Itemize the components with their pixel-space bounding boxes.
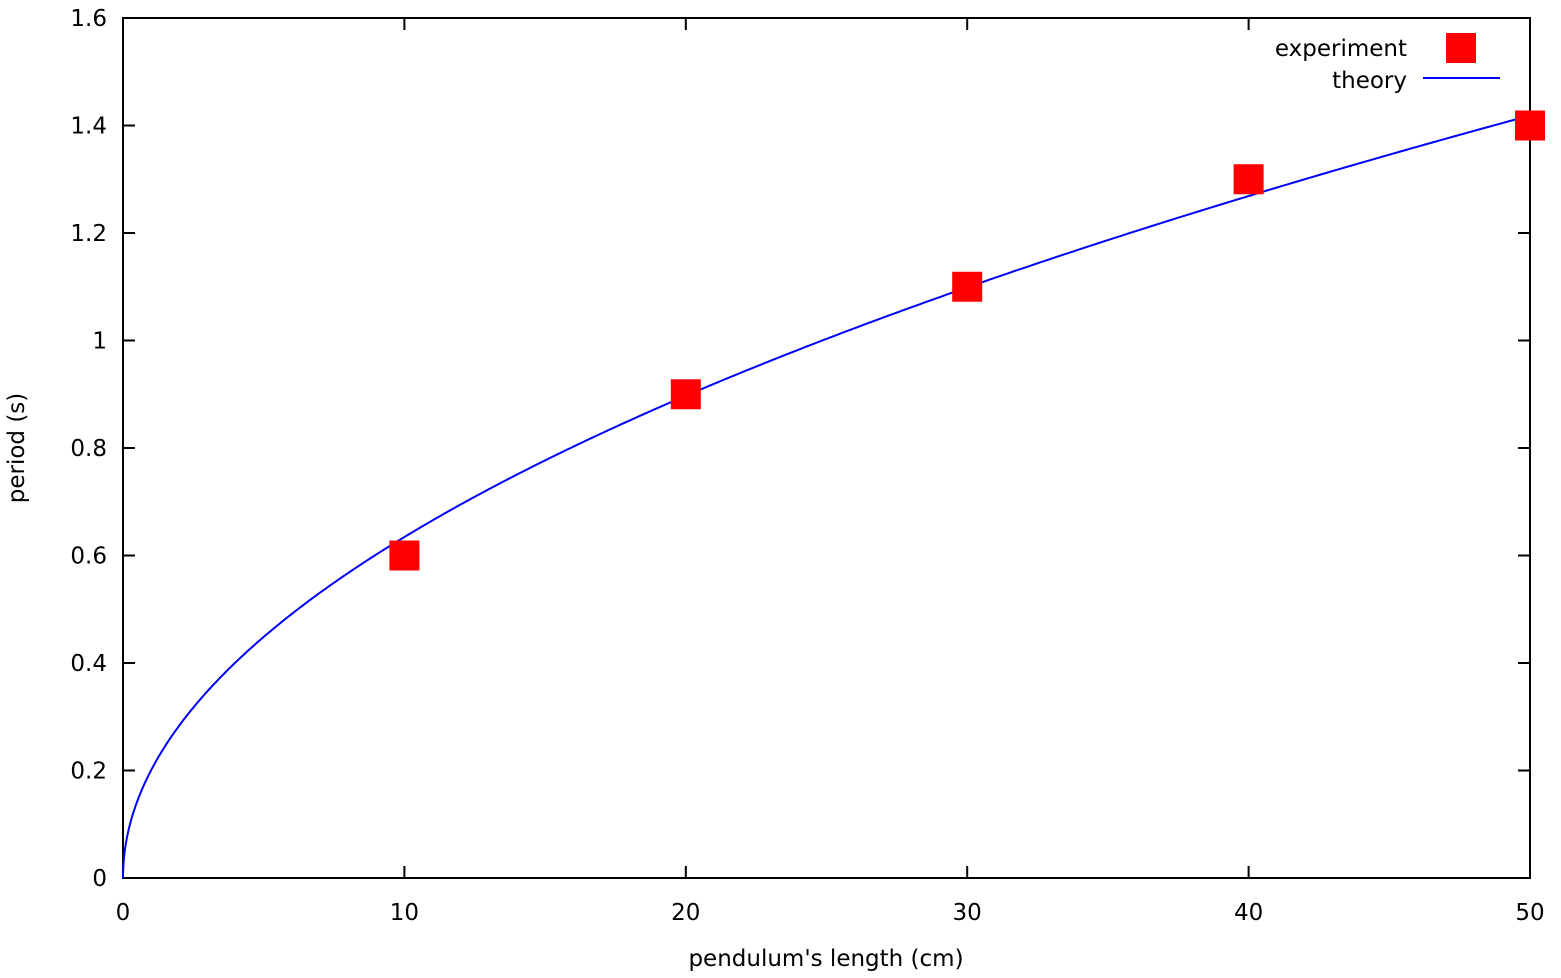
experiment-point [1233,164,1264,195]
x-tick-label: 40 [1234,900,1263,926]
y-tick-label: 0.4 [70,651,107,677]
legend-label-experiment: experiment [1275,36,1407,62]
theory-curve [122,114,1531,879]
y-tick-label: 1 [92,329,107,355]
y-tick-label: 1.6 [70,6,107,32]
x-tick-label: 50 [1515,900,1544,926]
legend-label-theory: theory [1332,68,1407,94]
x-axis-ticks: 0 10 20 30 40 50 [116,18,1545,926]
x-axis-title: pendulum's length (cm) [688,946,963,972]
x-tick-label: 30 [953,900,982,926]
experiment-point [670,379,701,410]
experiment-point [1515,110,1545,141]
experiment-point [952,271,983,302]
theory-curve-layer [122,114,1531,879]
experiment-points-layer [389,110,1545,571]
y-tick-label: 1.2 [70,221,107,247]
y-tick-label: 0.2 [70,759,107,785]
x-tick-label: 10 [390,900,419,926]
y-tick-label: 0.6 [70,544,107,570]
y-tick-label: 1.4 [70,114,107,140]
legend-marker-experiment [1446,33,1476,63]
y-axis-ticks: 0 0.2 0.4 0.6 0.8 1 1.2 1.4 1.6 [70,6,1530,892]
legend: experiment theory [1275,33,1500,94]
y-tick-label: 0.8 [70,436,107,462]
x-tick-label: 20 [671,900,700,926]
y-tick-label: 0 [92,866,107,892]
y-axis-title: period (s) [4,393,30,504]
plot-frame [122,17,1531,879]
x-tick-label: 0 [116,900,131,926]
experiment-point [389,540,420,571]
